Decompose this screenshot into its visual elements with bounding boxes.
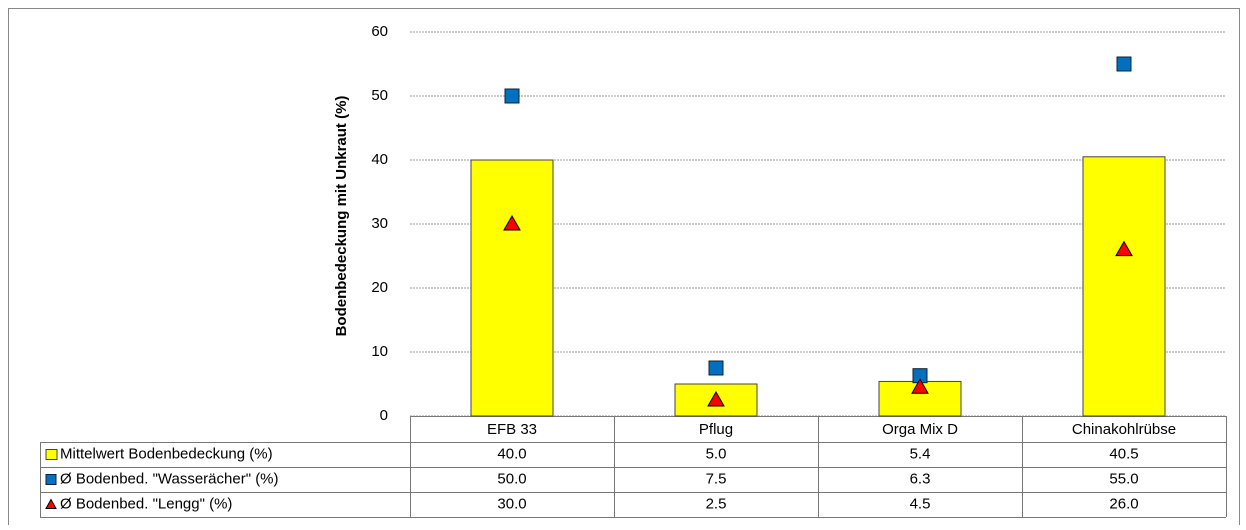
x-tick-label: EFB 33 <box>487 421 537 438</box>
bar <box>1082 156 1166 417</box>
table-value: 40.0 <box>497 445 526 462</box>
bar <box>470 159 554 417</box>
square-marker <box>1116 56 1132 72</box>
x-tick-label: Orga Mix D <box>882 421 958 438</box>
table-value: 55.0 <box>1109 470 1138 487</box>
chart-border <box>8 8 1240 530</box>
triangle-marker <box>707 390 725 407</box>
y-tick-label: 50 <box>371 87 388 104</box>
x-tick-label: Pflug <box>699 421 733 438</box>
y-tick-label: 20 <box>371 279 388 296</box>
table-value: 26.0 <box>1109 495 1138 512</box>
table-value: 40.5 <box>1109 445 1138 462</box>
legend-key <box>45 498 57 509</box>
table-value: 5.4 <box>910 445 931 462</box>
y-tick-label: 10 <box>371 343 388 360</box>
legend-label: Ø Bodenbed. "Lengg" (%) <box>60 495 232 512</box>
y-tick-label: 60 <box>371 23 388 40</box>
triangle-marker <box>911 378 929 394</box>
table-value: 30.0 <box>497 495 526 512</box>
table-value: 7.5 <box>706 470 727 487</box>
legend-key <box>45 474 57 485</box>
y-tick-label: 40 <box>371 151 388 168</box>
legend-label: Mittelwert Bodenbedeckung (%) <box>60 445 273 462</box>
y-tick-label: 30 <box>371 215 388 232</box>
x-tick-label: Chinakohlrübse <box>1072 421 1176 438</box>
table-value: 6.3 <box>910 470 931 487</box>
legend-key <box>45 449 58 460</box>
legend-label: Ø Bodenbed. "Wasserächer" (%) <box>60 470 279 487</box>
table-value: 5.0 <box>706 445 727 462</box>
y-axis-label: Bodenbedeckung mit Unkraut (%) <box>333 96 350 337</box>
square-marker <box>708 360 724 376</box>
table-value: 50.0 <box>497 470 526 487</box>
y-tick-label: 0 <box>380 407 388 424</box>
triangle-marker <box>1115 240 1133 257</box>
square-marker <box>504 88 520 104</box>
table-value: 4.5 <box>910 495 931 512</box>
triangle-marker <box>503 214 521 231</box>
table-value: 2.5 <box>706 495 727 512</box>
